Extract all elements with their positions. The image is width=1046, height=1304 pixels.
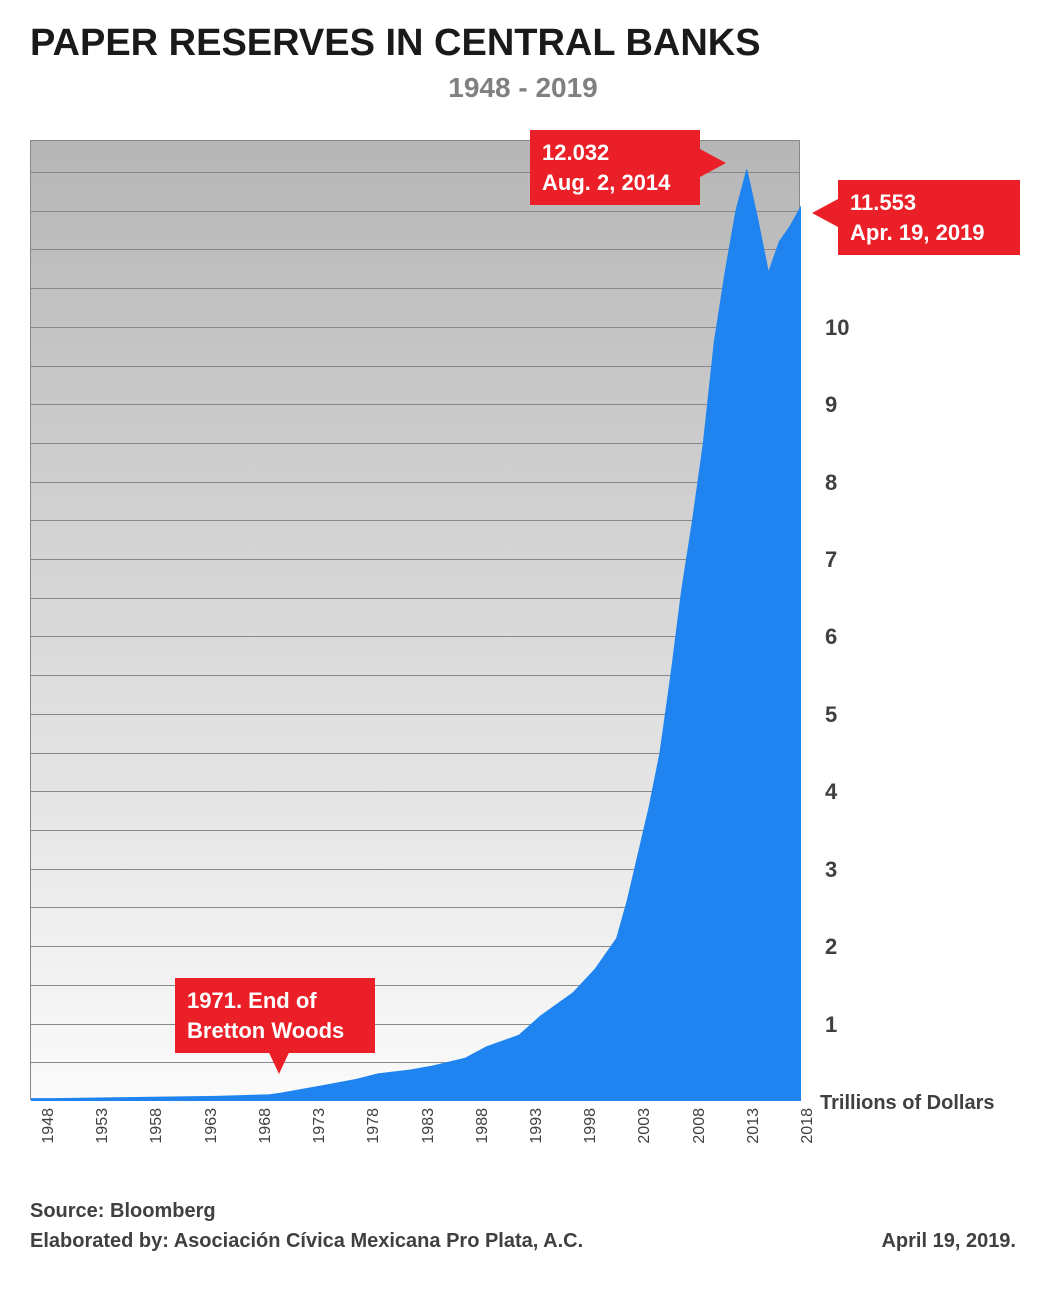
callout-line1: 1971. End of bbox=[187, 986, 363, 1016]
callout-pointer-latest bbox=[812, 199, 838, 227]
callout-line1: 12.032 bbox=[542, 138, 688, 168]
y-tick-label: 8 bbox=[825, 470, 837, 496]
y-tick-label: 6 bbox=[825, 624, 837, 650]
x-tick-label: 1988 bbox=[474, 1108, 492, 1158]
callout-line2: Bretton Woods bbox=[187, 1016, 363, 1046]
footer-date: April 19, 2019. bbox=[881, 1230, 1016, 1253]
x-tick-label: 2003 bbox=[636, 1108, 654, 1158]
x-tick-label: 1968 bbox=[257, 1108, 275, 1158]
callout-peak: 12.032Aug. 2, 2014 bbox=[530, 130, 700, 205]
y-tick-label: 2 bbox=[825, 934, 837, 960]
callout-line1: 11.553 bbox=[850, 188, 1008, 218]
y-tick-label: 4 bbox=[825, 779, 837, 805]
x-tick-label: 1958 bbox=[148, 1108, 166, 1158]
y-tick-label: 3 bbox=[825, 857, 837, 883]
area-series bbox=[31, 141, 801, 1101]
x-tick-label: 1983 bbox=[420, 1108, 438, 1158]
chart-subtitle: 1948 - 2019 bbox=[0, 72, 1046, 104]
callout-line2: Aug. 2, 2014 bbox=[542, 168, 688, 198]
source-label: Source: Bloomberg bbox=[30, 1200, 216, 1223]
x-tick-label: 1963 bbox=[203, 1108, 221, 1158]
callout-line2: Apr. 19, 2019 bbox=[850, 218, 1008, 248]
x-tick-label: 1998 bbox=[582, 1108, 600, 1158]
y-tick-label: 5 bbox=[825, 702, 837, 728]
callout-pointer-peak bbox=[700, 149, 726, 177]
callout-latest: 11.553Apr. 19, 2019 bbox=[838, 180, 1020, 255]
y-tick-label: 1 bbox=[825, 1012, 837, 1038]
x-tick-label: 1978 bbox=[365, 1108, 383, 1158]
y-tick-label: 7 bbox=[825, 547, 837, 573]
x-tick-label: 1973 bbox=[311, 1108, 329, 1158]
chart-title: PAPER RESERVES IN CENTRAL BANKS bbox=[30, 22, 761, 65]
x-tick-label: 2018 bbox=[799, 1108, 817, 1158]
x-tick-label: 1993 bbox=[528, 1108, 546, 1158]
x-tick-label: 1948 bbox=[40, 1108, 58, 1158]
y-tick-label: 10 bbox=[825, 315, 849, 341]
plot-area bbox=[30, 140, 800, 1100]
x-tick-label: 1953 bbox=[94, 1108, 112, 1158]
callout-pointer-bretton bbox=[265, 1044, 293, 1074]
elaborated-label: Elaborated by: Asociación Cívica Mexican… bbox=[30, 1230, 583, 1253]
x-tick-label: 2008 bbox=[691, 1108, 709, 1158]
x-tick-label: 2013 bbox=[745, 1108, 763, 1158]
callout-bretton: 1971. End ofBretton Woods bbox=[175, 978, 375, 1053]
y-tick-label: 9 bbox=[825, 392, 837, 418]
y-axis-label: Trillions of Dollars bbox=[820, 1092, 994, 1115]
